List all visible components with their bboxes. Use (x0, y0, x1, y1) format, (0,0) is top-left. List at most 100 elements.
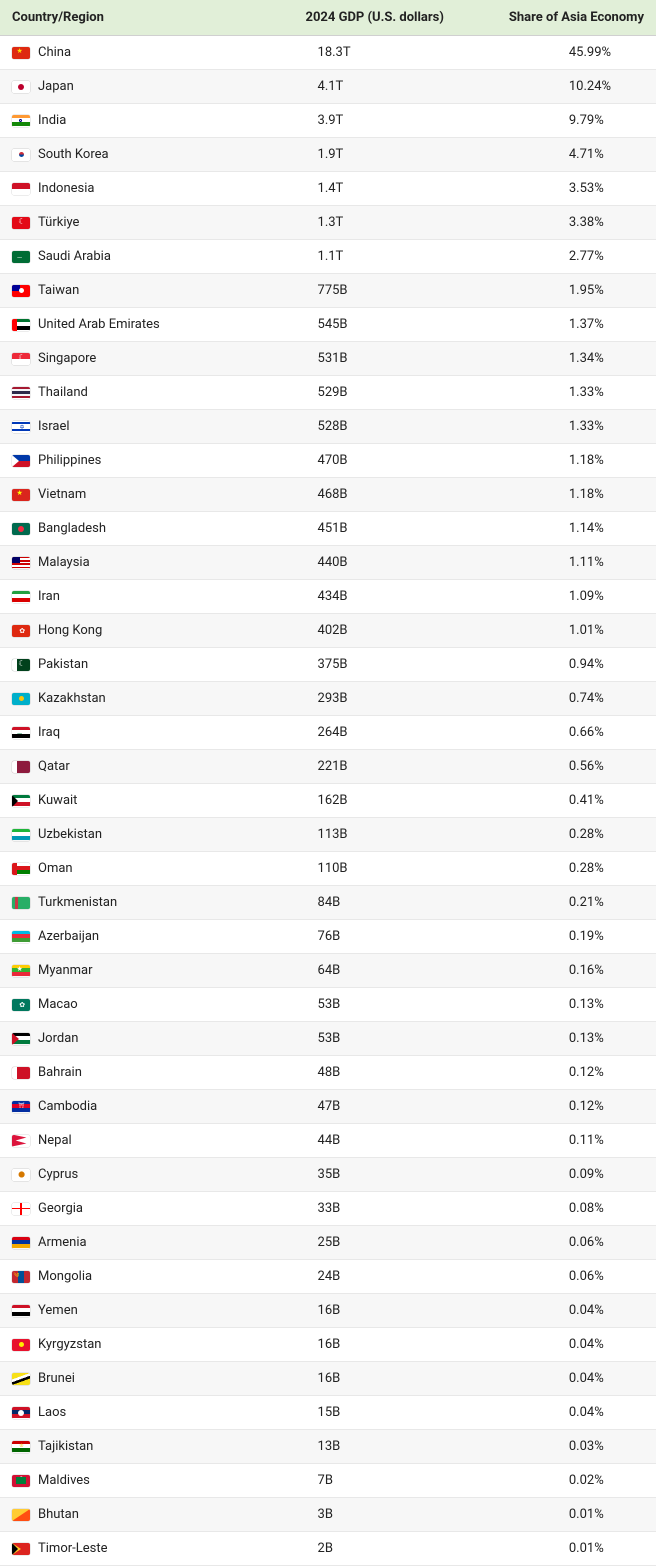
table-row[interactable]: ⛩Cambodia47B0.12% (0, 1090, 656, 1124)
table-row[interactable]: Iran434B1.09% (0, 580, 656, 614)
table-row[interactable]: Thailand529B1.33% (0, 376, 656, 410)
cell-country: ـــSaudi Arabia (0, 240, 276, 273)
table-row[interactable]: ★Vietnam468B1.18% (0, 478, 656, 512)
table-row[interactable]: Japan4.1T10.24% (0, 70, 656, 104)
table-row[interactable]: ★Myanmar64B0.16% (0, 954, 656, 988)
cell-country: United Arab Emirates (0, 308, 276, 341)
country-name: Georgia (38, 1201, 83, 1216)
table-row[interactable]: Yemen16B0.04% (0, 1294, 656, 1328)
flag-icon (12, 761, 30, 773)
table-row[interactable]: Azerbaijan76B0.19% (0, 920, 656, 954)
cell-country: ☾Türkiye (0, 206, 276, 239)
table-row[interactable]: Bangladesh451B1.14% (0, 512, 656, 546)
table-row[interactable]: ♔Tajikistan13B0.03% (0, 1430, 656, 1464)
table-row[interactable]: Bahrain48B0.12% (0, 1056, 656, 1090)
flag-icon (12, 795, 30, 807)
country-name: Tajikistan (38, 1439, 93, 1454)
country-name: Indonesia (38, 181, 94, 196)
cell-share: 1.11% (479, 546, 656, 580)
table-row[interactable]: Philippines470B1.18% (0, 444, 656, 478)
cell-share: 9.79% (479, 104, 656, 138)
table-row[interactable]: Jordan53B0.13% (0, 1022, 656, 1056)
table-row[interactable]: ༄Mongolia24B0.06% (0, 1260, 656, 1294)
country-name: Iraq (38, 725, 60, 740)
flag-icon (12, 523, 30, 535)
table-row[interactable]: Uzbekistan113B0.28% (0, 818, 656, 852)
table-row[interactable]: ✿Hong Kong402B1.01% (0, 614, 656, 648)
table-row[interactable]: ⬤Cyprus35B0.09% (0, 1158, 656, 1192)
col-gdp-header[interactable]: 2024 GDP (U.S. dollars) (276, 0, 479, 36)
table-row[interactable]: Indonesia1.4T3.53% (0, 172, 656, 206)
table-row[interactable]: Laos15B0.04% (0, 1396, 656, 1430)
table-row[interactable]: Kazakhstan293B0.74% (0, 682, 656, 716)
table-row[interactable]: Qatar221B0.56% (0, 750, 656, 784)
table-row[interactable]: Brunei16B0.04% (0, 1362, 656, 1396)
table-row[interactable]: Timor-Leste2B0.01% (0, 1532, 656, 1566)
country-name: Vietnam (38, 487, 86, 502)
cell-share: 1.18% (479, 478, 656, 512)
table-row[interactable]: ☾Türkiye1.3T3.38% (0, 206, 656, 240)
flag-icon: ⬤ (12, 1169, 30, 1181)
flag-icon: ☾ (12, 659, 30, 671)
cell-country: Uzbekistan (0, 818, 276, 851)
cell-country: Qatar (0, 750, 276, 783)
country-name: Yemen (38, 1303, 78, 1318)
cell-share: 0.01% (479, 1498, 656, 1532)
flag-icon (12, 115, 30, 127)
table-row[interactable]: Nepal44B0.11% (0, 1124, 656, 1158)
table-row[interactable]: ☾Pakistan375B0.94% (0, 648, 656, 682)
table-row[interactable]: ☾Singapore531B1.34% (0, 342, 656, 376)
table-row[interactable]: South Korea1.9T4.71% (0, 138, 656, 172)
table-row[interactable]: India3.9T9.79% (0, 104, 656, 138)
table-row[interactable]: ـــSaudi Arabia1.1T2.77% (0, 240, 656, 274)
table-row[interactable]: ✡Israel528B1.33% (0, 410, 656, 444)
cell-country: ♔Tajikistan (0, 1430, 276, 1463)
flag-icon (12, 1067, 30, 1079)
cell-gdp: 440B (276, 546, 479, 580)
cell-share: 0.56% (479, 750, 656, 784)
table-row[interactable]: Kyrgyzstan16B0.04% (0, 1328, 656, 1362)
cell-share: 0.11% (479, 1124, 656, 1158)
cell-gdp: 53B (276, 1022, 479, 1056)
flag-icon (12, 591, 30, 603)
cell-country: ⛩Cambodia (0, 1090, 276, 1123)
cell-country: Yemen (0, 1294, 276, 1327)
cell-share: 0.08% (479, 1192, 656, 1226)
cell-gdp: 4.1T (276, 70, 479, 104)
cell-country: Iran (0, 580, 276, 613)
header-row: Country/Region 2024 GDP (U.S. dollars) S… (0, 0, 656, 36)
table-row[interactable]: Georgia33B0.08% (0, 1192, 656, 1226)
col-country-header[interactable]: Country/Region (0, 0, 276, 36)
cell-gdp: 48B (276, 1056, 479, 1090)
flag-icon: ☾ (12, 217, 30, 229)
table-row[interactable]: ـــIraq264B0.66% (0, 716, 656, 750)
cell-gdp: 264B (276, 716, 479, 750)
cell-gdp: 15B (276, 1396, 479, 1430)
flag-icon (12, 319, 30, 331)
table-row[interactable]: Malaysia440B1.11% (0, 546, 656, 580)
cell-gdp: 16B (276, 1328, 479, 1362)
table-row[interactable]: ★China18.3T45.99% (0, 36, 656, 70)
table-row[interactable]: Armenia25B0.06% (0, 1226, 656, 1260)
table-row[interactable]: ✿Macao53B0.13% (0, 988, 656, 1022)
table-row[interactable]: ☾Maldives7B0.02% (0, 1464, 656, 1498)
country-name: Pakistan (38, 657, 88, 672)
flag-icon: ★ (12, 489, 30, 501)
cell-gdp: 531B (276, 342, 479, 376)
col-share-header[interactable]: Share of Asia Economy (479, 0, 656, 36)
table-row[interactable]: Bhutan3B0.01% (0, 1498, 656, 1532)
table-row[interactable]: Oman110B0.28% (0, 852, 656, 886)
cell-country: Brunei (0, 1362, 276, 1395)
table-row[interactable]: United Arab Emirates545B1.37% (0, 308, 656, 342)
flag-icon (12, 897, 30, 909)
cell-country: Kazakhstan (0, 682, 276, 715)
flag-icon (12, 1033, 30, 1045)
table-row[interactable]: Taiwan775B1.95% (0, 274, 656, 308)
cell-share: 0.06% (479, 1260, 656, 1294)
table-row[interactable]: Kuwait162B0.41% (0, 784, 656, 818)
cell-gdp: 2B (276, 1532, 479, 1566)
cell-country: Timor-Leste (0, 1532, 276, 1565)
table-row[interactable]: Turkmenistan84B0.21% (0, 886, 656, 920)
flag-icon (12, 149, 30, 161)
cell-share: 0.12% (479, 1056, 656, 1090)
